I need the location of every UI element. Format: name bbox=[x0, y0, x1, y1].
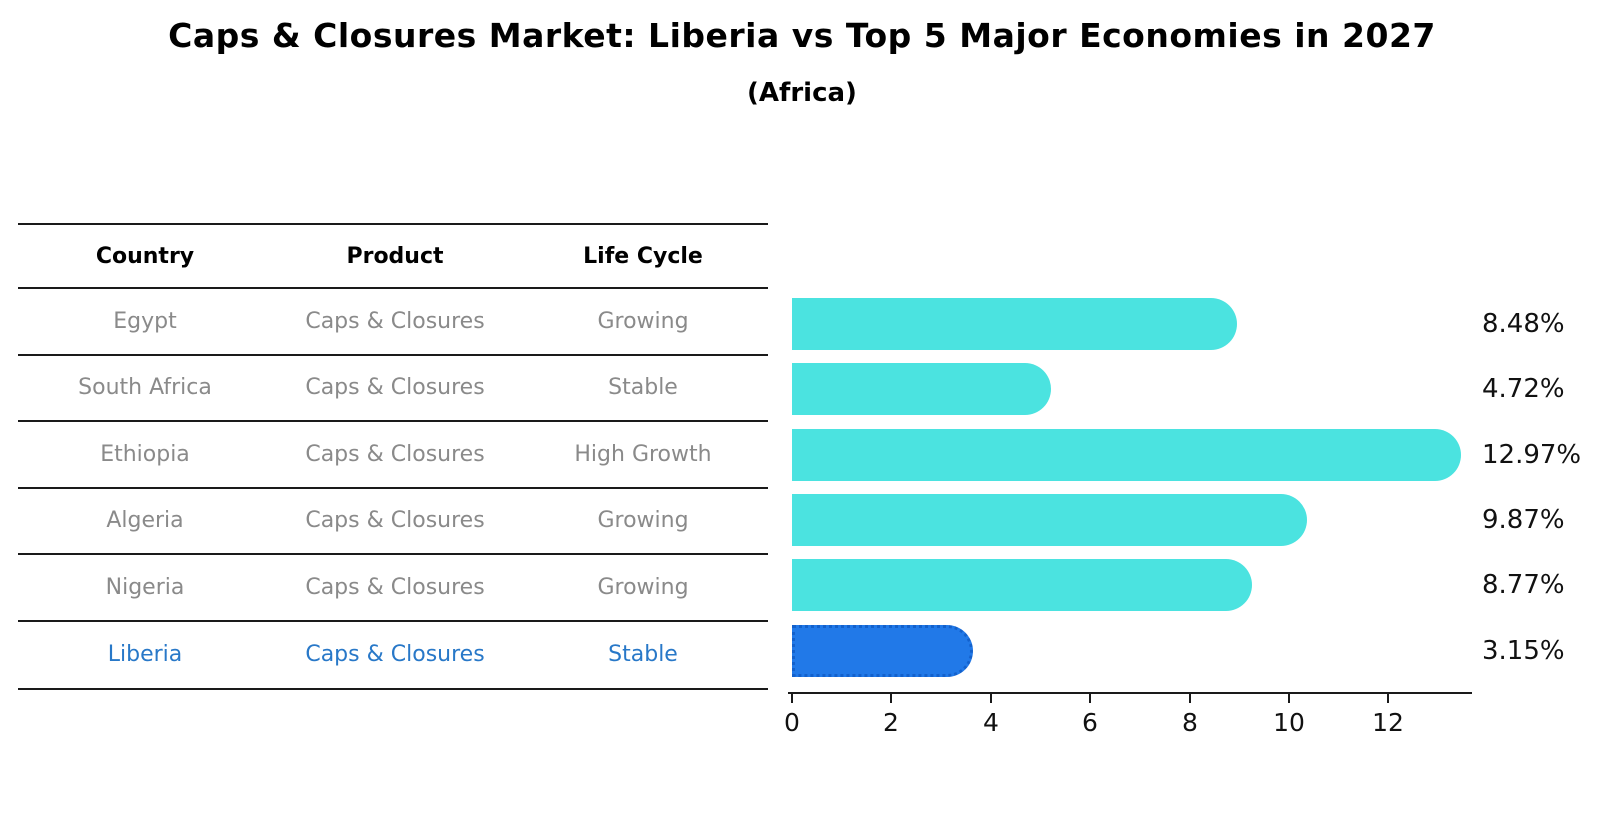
x-axis-tick-4 bbox=[990, 694, 992, 703]
x-axis-tick-12 bbox=[1387, 694, 1389, 703]
cell-life-cycle: Growing bbox=[597, 308, 689, 334]
cell-country: Algeria bbox=[106, 508, 184, 534]
data-table: Country Product Life Cycle Egypt Caps & … bbox=[18, 223, 768, 690]
column-header-country: Country bbox=[95, 243, 195, 269]
x-axis-tick-label-8: 8 bbox=[1182, 708, 1198, 737]
bar-egypt bbox=[792, 298, 1238, 350]
x-axis-tick-label-12: 12 bbox=[1372, 708, 1404, 737]
cell-country: South Africa bbox=[78, 375, 212, 401]
cell-life-cycle: Stable bbox=[608, 642, 678, 668]
x-axis-tick-label-6: 6 bbox=[1082, 708, 1098, 737]
cell-product: Caps & Closures bbox=[305, 642, 485, 668]
x-axis-tick-label-4: 4 bbox=[983, 708, 999, 737]
chart-title: Caps & Closures Market: Liberia vs Top 5… bbox=[168, 16, 1436, 55]
x-axis-tick-10 bbox=[1288, 694, 1290, 703]
cell-product: Caps & Closures bbox=[305, 508, 485, 534]
chart-subtitle: (Africa) bbox=[747, 78, 857, 108]
cell-country: Liberia bbox=[107, 642, 183, 668]
cell-life-cycle: Growing bbox=[597, 508, 689, 534]
value-label-egypt: 8.48% bbox=[1482, 309, 1565, 339]
x-axis-tick-6 bbox=[1089, 694, 1091, 703]
table-row-egypt: Egypt Caps & Closures Growing bbox=[18, 289, 768, 356]
value-label-liberia: 3.15% bbox=[1482, 636, 1565, 666]
x-axis-line bbox=[788, 692, 1472, 694]
cell-product: Caps & Closures bbox=[305, 574, 485, 600]
value-label-nigeria: 8.77% bbox=[1482, 570, 1565, 600]
bar-south-africa bbox=[792, 363, 1051, 415]
value-label-algeria: 9.87% bbox=[1482, 505, 1565, 535]
x-axis-tick-0 bbox=[791, 694, 793, 703]
cell-product: Caps & Closures bbox=[305, 308, 485, 334]
cell-life-cycle: Growing bbox=[597, 574, 689, 600]
table-header-row: Country Product Life Cycle bbox=[18, 225, 768, 289]
x-axis-tick-8 bbox=[1189, 694, 1191, 703]
cell-country: Egypt bbox=[113, 308, 177, 334]
bar-ethiopia bbox=[792, 429, 1461, 481]
table-row-algeria: Algeria Caps & Closures Growing bbox=[18, 489, 768, 555]
bar-nigeria bbox=[792, 559, 1252, 611]
column-header-product: Product bbox=[346, 243, 444, 269]
table-row-liberia-highlighted: Liberia Caps & Closures Stable bbox=[18, 622, 768, 689]
bar-algeria bbox=[792, 494, 1307, 546]
table-row-ethiopia: Ethiopia Caps & Closures High Growth bbox=[18, 422, 768, 489]
x-axis-tick-2 bbox=[890, 694, 892, 703]
cell-life-cycle: Stable bbox=[608, 375, 678, 401]
column-header-life-cycle: Life Cycle bbox=[583, 243, 703, 269]
value-label-south-africa: 4.72% bbox=[1482, 374, 1565, 404]
x-axis-tick-label-10: 10 bbox=[1273, 708, 1305, 737]
cell-product: Caps & Closures bbox=[305, 441, 485, 467]
table-row-south-africa: South Africa Caps & Closures Stable bbox=[18, 356, 768, 422]
cell-country: Nigeria bbox=[105, 574, 185, 600]
cell-product: Caps & Closures bbox=[305, 375, 485, 401]
x-axis-tick-label-2: 2 bbox=[883, 708, 899, 737]
cell-country: Ethiopia bbox=[100, 441, 190, 467]
x-axis-tick-label-0: 0 bbox=[784, 708, 800, 737]
value-label-ethiopia: 12.97% bbox=[1482, 440, 1582, 470]
bar-liberia-highlighted bbox=[792, 625, 973, 677]
table-row-nigeria: Nigeria Caps & Closures Growing bbox=[18, 555, 768, 622]
cell-life-cycle: High Growth bbox=[574, 441, 712, 467]
